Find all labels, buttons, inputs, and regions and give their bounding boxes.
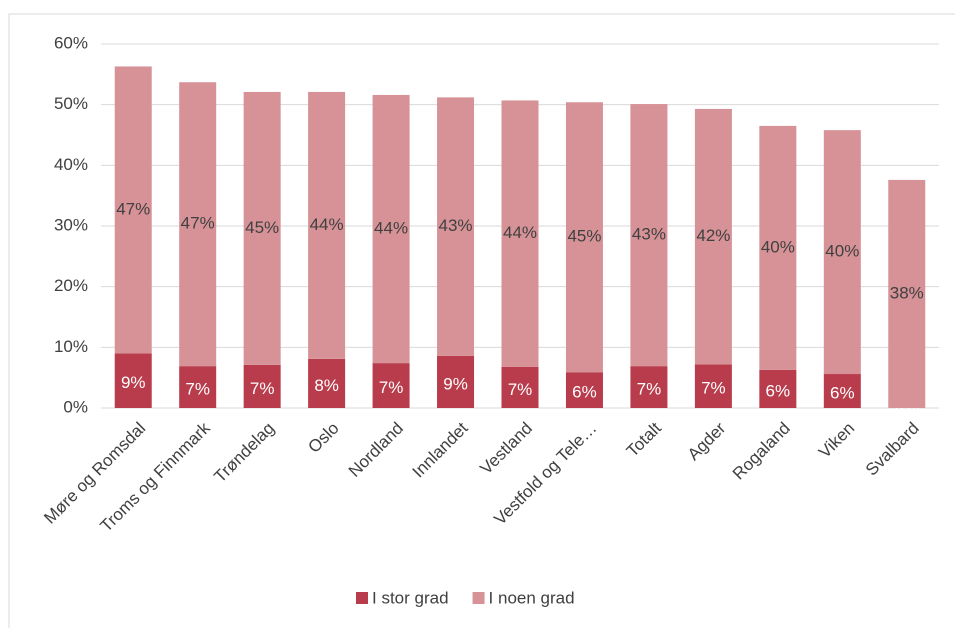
data-label: 43% (632, 225, 666, 244)
bar-segment (114, 66, 152, 354)
data-label: 44% (374, 219, 408, 238)
y-tick-label: 60% (54, 33, 88, 52)
data-label: 45% (245, 218, 279, 237)
data-label: 42% (696, 226, 730, 245)
y-tick-label: 0% (63, 397, 88, 416)
bar-segment (565, 102, 603, 373)
data-label: 43% (439, 216, 473, 235)
data-label: 38% (890, 283, 924, 302)
bar-segment (308, 91, 346, 359)
x-tick-label: Svalbard (862, 419, 923, 480)
bar-segment (437, 355, 475, 408)
x-tick-label: Trøndelag (210, 419, 278, 487)
x-tick-label: Viken (815, 419, 858, 462)
bar-segment (501, 366, 539, 408)
x-tick-label: Agder (684, 418, 730, 464)
legend-swatch (472, 592, 485, 604)
data-label: 45% (567, 227, 601, 246)
data-label: 40% (825, 242, 859, 261)
x-tick-label: Totalt (623, 418, 665, 460)
y-tick-label: 50% (54, 94, 88, 113)
x-tick-label: Nordland (345, 419, 407, 481)
bar-segment (308, 358, 346, 408)
x-tick-label: Innlandet (409, 418, 472, 481)
data-label: 7% (379, 378, 404, 397)
bar-segment (630, 104, 668, 367)
bar-segment (501, 100, 539, 367)
data-label: 44% (310, 215, 344, 234)
data-label: 9% (443, 374, 468, 393)
x-tick-label: Oslo (304, 419, 342, 457)
data-label: 6% (830, 383, 855, 402)
bar-segment (437, 97, 475, 356)
data-label: 6% (766, 381, 791, 400)
y-tick-label: 10% (54, 337, 88, 356)
x-tick-label: Rogaland (729, 419, 794, 484)
y-tick-label: 20% (54, 276, 88, 295)
bar-segment (243, 91, 281, 365)
data-label: 6% (572, 383, 597, 402)
data-label: 7% (185, 380, 210, 399)
bar-segment (759, 125, 797, 370)
data-label: 47% (116, 199, 150, 218)
data-label: 40% (761, 237, 795, 256)
bar-segment (694, 364, 732, 408)
bar-segment (630, 366, 668, 408)
y-tick-label: 40% (54, 155, 88, 174)
bar-segment (759, 369, 797, 408)
bar-segment (179, 366, 217, 408)
data-label: 44% (503, 223, 537, 242)
legend-label: I noen grad (489, 588, 575, 607)
legend-swatch (356, 592, 368, 604)
data-label: 8% (314, 376, 339, 395)
bar-segment (179, 82, 217, 367)
data-label: 7% (637, 380, 662, 399)
bar-segment (823, 130, 861, 375)
bar-segment (372, 363, 410, 408)
bar-segment (372, 94, 410, 364)
x-tick-label: Troms og Finnmark (96, 418, 214, 536)
bar-segment (565, 372, 603, 408)
data-label: 7% (250, 379, 275, 398)
bar-segment (888, 179, 926, 408)
bar-segment (243, 364, 281, 408)
bar-segment (114, 353, 152, 408)
bar-segment (694, 108, 732, 365)
data-label: 7% (701, 379, 726, 398)
x-tick-label: Vestland (476, 419, 536, 479)
bar-segment (823, 374, 861, 408)
chart-border (8, 13, 955, 628)
data-label: 7% (508, 380, 533, 399)
data-label: 9% (121, 373, 146, 392)
legend-label: I stor grad (372, 588, 449, 607)
data-label: 47% (181, 214, 215, 233)
y-tick-label: 30% (54, 215, 88, 234)
